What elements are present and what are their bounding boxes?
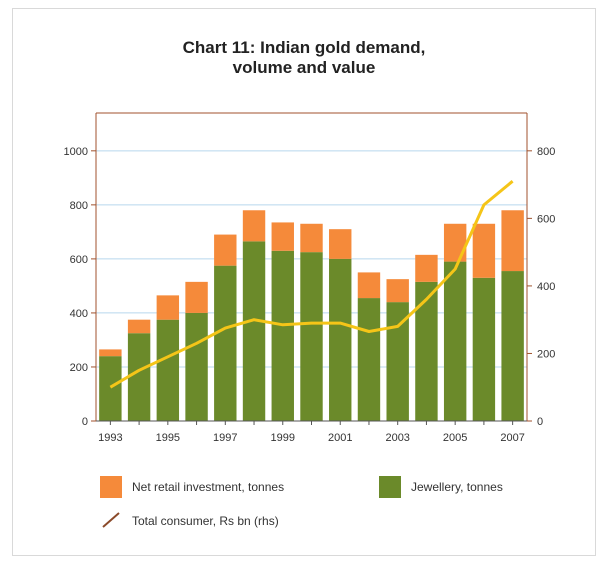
bar-jewellery-1994 <box>127 333 151 421</box>
bar-jewellery-1998 <box>242 241 266 421</box>
y-left-tick-label: 0 <box>82 416 88 428</box>
x-tick-label: 2001 <box>328 432 352 444</box>
line-total-consumer <box>109 180 514 389</box>
y-right-tick-label: 800 <box>537 146 555 158</box>
legend-line-marker-total-consumer <box>102 512 120 528</box>
bar-net-retail-investment-2001 <box>329 229 352 259</box>
bar-net-retail-investment-1993 <box>99 349 122 357</box>
x-tick-label: 1995 <box>156 432 180 444</box>
bar-net-retail-investment-2003 <box>386 279 409 303</box>
x-tick-label: 1997 <box>213 432 237 444</box>
chart-title: Chart 11: Indian gold demand, volume and… <box>0 38 608 78</box>
chart-title-line-2: volume and value <box>232 58 376 77</box>
bar-net-retail-investment-2007 <box>501 210 524 272</box>
legend-swatch-net-retail-investment <box>100 476 122 498</box>
bar-net-retail-investment-2006 <box>472 223 496 278</box>
bar-net-retail-investment-2004 <box>415 254 438 282</box>
x-tick-label: 1999 <box>271 432 295 444</box>
bar-jewellery-2006 <box>472 277 496 421</box>
y-left-tick-label: 800 <box>70 200 88 212</box>
y-left-tick-label: 400 <box>70 308 88 320</box>
bar-net-retail-investment-2005 <box>443 223 467 262</box>
y-left-tick-label: 1000 <box>64 146 88 158</box>
bar-jewellery-2000 <box>300 252 323 421</box>
legend-label-total-consumer: Total consumer, Rs bn (rhs) <box>132 514 279 528</box>
bar-jewellery-1993 <box>99 356 122 421</box>
x-tick-label: 2007 <box>500 432 524 444</box>
y-right-tick-label: 0 <box>537 416 543 428</box>
bar-net-retail-investment-2000 <box>300 223 323 253</box>
legend-swatch-jewellery <box>379 476 401 498</box>
y-right-tick-label: 200 <box>537 348 555 360</box>
bar-net-retail-investment-1999 <box>271 222 294 251</box>
legend-label-net-retail-investment: Net retail investment, tonnes <box>132 480 285 494</box>
bar-net-retail-investment-2002 <box>357 272 381 299</box>
bar-net-retail-investment-1996 <box>185 281 208 313</box>
bar-jewellery-2002 <box>357 298 381 421</box>
bar-jewellery-1995 <box>156 319 180 421</box>
bar-jewellery-2003 <box>386 302 409 421</box>
legend-line-mark <box>102 512 120 528</box>
bar-jewellery-1997 <box>214 265 237 421</box>
bar-jewellery-2005 <box>443 261 467 421</box>
y-left-tick-label: 600 <box>70 254 88 266</box>
chart-title-line-1: Chart 11: Indian gold demand, <box>182 38 426 57</box>
y-right-tick-label: 400 <box>537 281 555 293</box>
legend-label-jewellery: Jewellery, tonnes <box>411 480 503 494</box>
x-tick-label: 2005 <box>443 432 467 444</box>
bar-jewellery-1999 <box>271 250 294 421</box>
bar-net-retail-investment-1994 <box>127 319 151 334</box>
bar-net-retail-investment-1995 <box>156 295 180 320</box>
bar-jewellery-1996 <box>185 312 208 421</box>
bar-jewellery-2004 <box>415 281 438 421</box>
y-left-tick-label: 200 <box>70 362 88 374</box>
bar-jewellery-2001 <box>329 258 352 421</box>
x-tick-label: 1993 <box>98 432 122 444</box>
bar-net-retail-investment-1997 <box>214 234 237 266</box>
y-right-tick-label: 600 <box>537 213 555 225</box>
bar-jewellery-2007 <box>501 271 524 421</box>
x-tick-label: 2003 <box>385 432 409 444</box>
bar-net-retail-investment-1998 <box>242 210 266 242</box>
